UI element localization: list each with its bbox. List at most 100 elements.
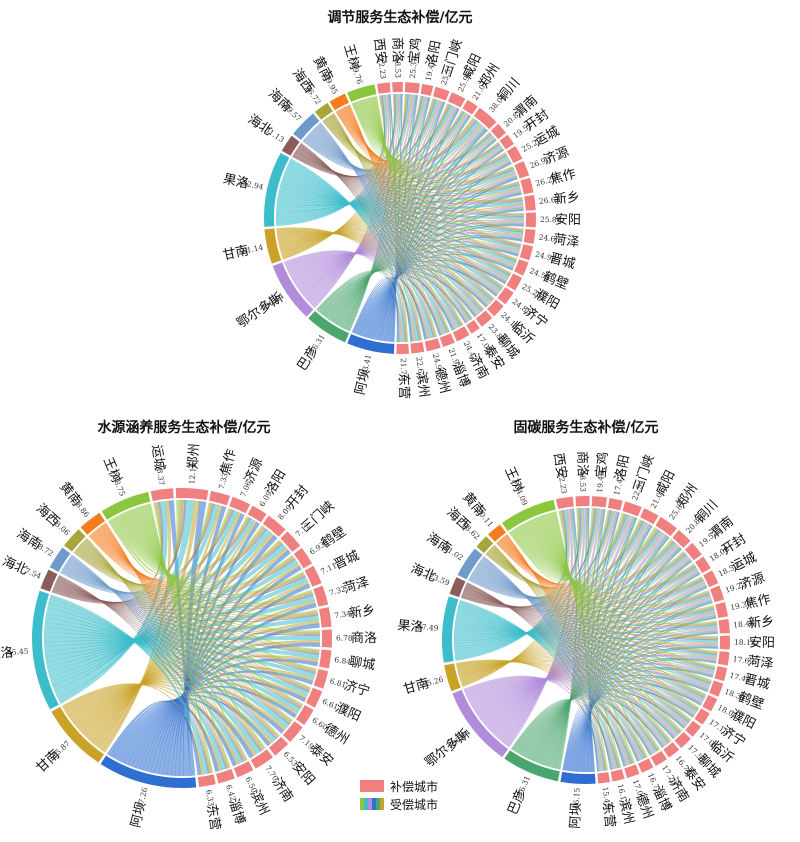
chord-ribbon — [544, 513, 683, 732]
chord-ribbon — [461, 508, 597, 608]
receiver-name: 王树 — [100, 455, 124, 485]
receiver-name: 阿坝 — [353, 368, 373, 397]
chord-ribbon — [78, 545, 305, 601]
chord-ribbon — [454, 625, 719, 643]
payer-arc — [392, 82, 403, 93]
chord-ribbon — [489, 549, 710, 610]
chord-ribbon — [308, 133, 508, 183]
chord-ribbon — [81, 541, 311, 691]
chord-ribbon — [500, 538, 710, 608]
payer-name: 菏泽 — [552, 232, 580, 250]
chord-ribbon — [369, 97, 495, 300]
payer-name: 新乡 — [553, 189, 581, 208]
chord-ribbon — [307, 134, 500, 179]
chord-ribbon — [549, 512, 649, 758]
chord-ribbon — [372, 96, 464, 326]
chord-ribbon — [277, 184, 521, 206]
payer-name: 咸阳 — [653, 468, 678, 498]
chord-ribbon — [454, 514, 630, 652]
legend-payer-swatch — [360, 780, 384, 792]
chord-ribbon — [504, 535, 671, 743]
chord-ribbon — [329, 234, 523, 322]
payer-arc — [520, 177, 534, 195]
chord-ribbon — [563, 704, 612, 771]
payer-name: 商洛 — [389, 37, 404, 63]
chord-ribbon — [333, 112, 407, 342]
payer-arc — [432, 86, 450, 101]
payer-name: 安阳 — [555, 213, 581, 228]
payer-name: 洛阳 — [424, 39, 444, 68]
chord-ribbon — [344, 106, 512, 275]
chord-ribbon — [494, 544, 607, 771]
chord-ribbon — [488, 550, 686, 597]
payer-name: 濮阳 — [333, 701, 363, 725]
chord-ribbon — [476, 565, 718, 655]
chord-ribbon — [463, 588, 719, 641]
chart-title-water: 水源涵养服务生态补偿/亿元 — [97, 419, 270, 436]
chord-ribbon — [456, 613, 690, 725]
payer-value: 19.46 — [595, 471, 606, 493]
receiver-arc — [347, 84, 377, 102]
chord-ribbon — [315, 126, 494, 301]
chord-ribbon — [95, 529, 313, 607]
receiver-value: 61.14 — [241, 243, 264, 256]
chord-ribbon — [276, 231, 470, 322]
chord-ribbon — [318, 123, 436, 338]
payer-name: 滨州 — [413, 371, 432, 399]
payer-arc — [473, 107, 497, 130]
chord-ribbon — [327, 116, 525, 216]
payer-name: 晋城 — [742, 672, 771, 693]
payer-value: 24.66 — [538, 233, 561, 245]
chord-ribbon — [276, 155, 509, 206]
payer-value: 17.42 — [612, 473, 625, 496]
chord-ribbon — [459, 599, 605, 772]
chord-ribbon — [482, 557, 633, 765]
payer-name: 宝鸡 — [406, 37, 424, 64]
chord-ribbon — [473, 565, 696, 605]
chord-ribbon — [478, 561, 699, 711]
payer-arc — [475, 310, 493, 327]
chord-ribbon — [471, 529, 660, 600]
chord-ribbon — [98, 500, 200, 751]
payer-name: 商洛 — [351, 631, 377, 646]
chord-ribbon — [529, 519, 714, 615]
payer-arc — [439, 333, 455, 348]
payer-arc — [519, 244, 534, 261]
payer-name: 晋城 — [332, 548, 362, 573]
chord-ribbon — [148, 503, 214, 774]
chord-ribbon — [326, 117, 514, 185]
legend: 补偿城市 受偿城市 — [360, 779, 438, 812]
payer-arc — [674, 731, 691, 749]
chord-ribbon — [502, 536, 712, 683]
chord-ribbon — [553, 508, 605, 769]
payer-arc — [490, 123, 507, 140]
payer-value: 22.23 — [557, 472, 569, 495]
payer-arc — [462, 99, 478, 115]
chord-ribbon — [500, 538, 703, 602]
chord-ribbon — [367, 97, 512, 274]
payer-arc — [637, 758, 654, 773]
payer-value: 19.46 — [424, 59, 437, 82]
payer-name: 济宁 — [342, 677, 371, 700]
chord-ribbon — [278, 227, 523, 243]
chord-ribbon — [278, 203, 524, 246]
chord-ribbon — [276, 230, 459, 329]
chord-ribbon — [488, 549, 704, 604]
payer-arc — [229, 496, 251, 514]
payer-arc — [250, 749, 273, 769]
payer-arc — [610, 769, 625, 782]
chord-ribbon — [83, 540, 278, 739]
chord-ribbon — [328, 116, 524, 232]
chord-ribbon — [298, 145, 483, 312]
receiver-name: 果洛 — [397, 618, 424, 635]
chord-ribbon — [55, 581, 320, 655]
chord-ribbon — [579, 601, 713, 773]
payer-name: 晋城 — [548, 251, 577, 272]
chord-ribbon — [454, 609, 716, 635]
payer-name: 焦作 — [549, 167, 578, 188]
chord-ribbon — [470, 676, 688, 727]
chord-ribbon — [279, 185, 524, 236]
legend-receiver-stripe — [380, 798, 384, 810]
chord-ribbon — [313, 128, 517, 262]
